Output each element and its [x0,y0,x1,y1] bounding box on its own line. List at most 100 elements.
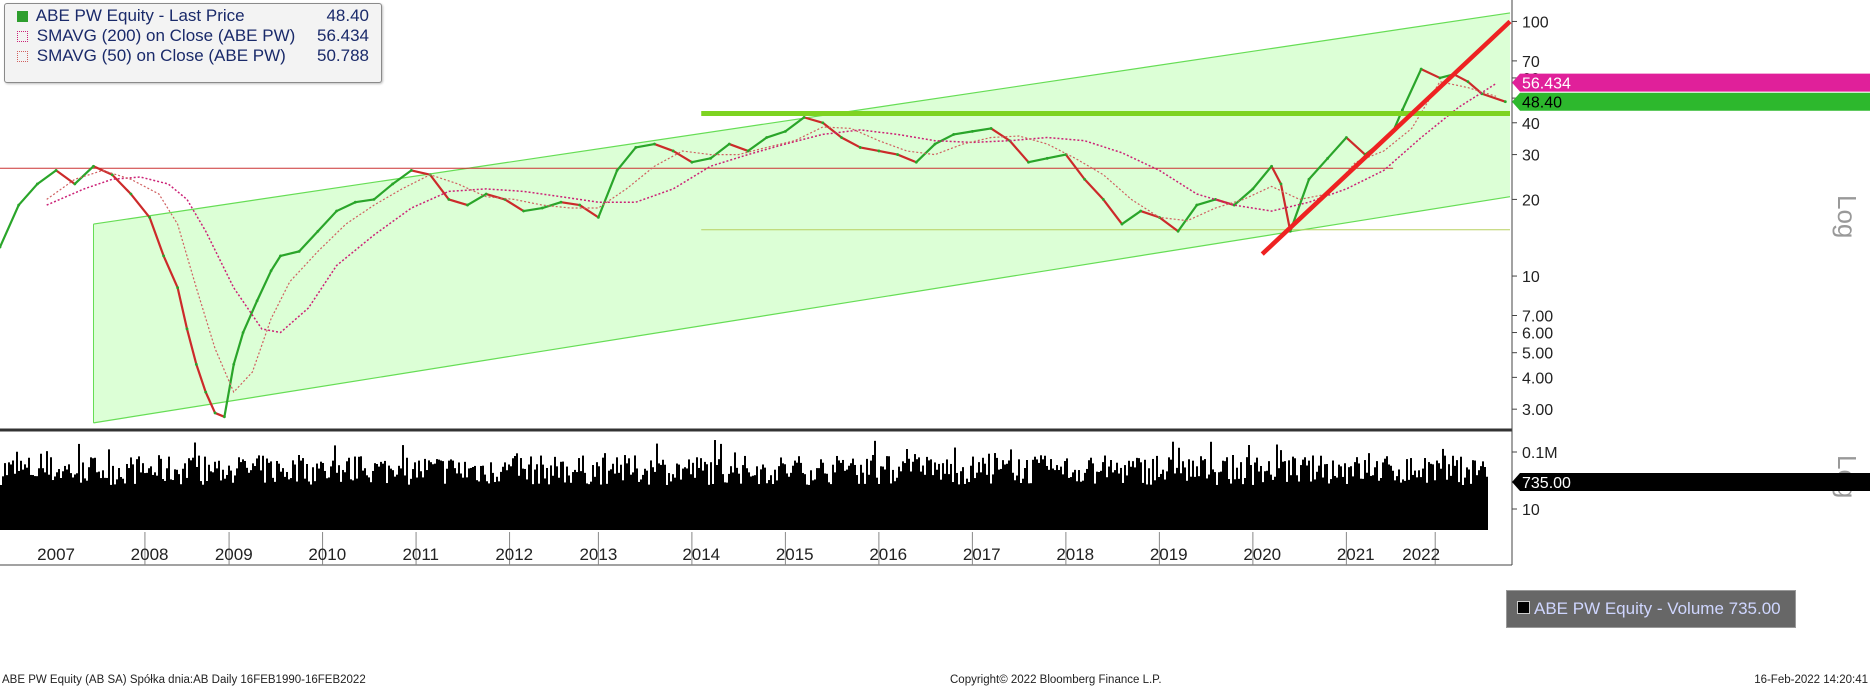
x-tick-label: 2007 [37,545,75,564]
legend-item-sma50[interactable]: SMAVG (50) on Close (ABE PW) 50.788 [17,46,377,66]
sma200-price-tag-text: 56.434 [1522,76,1571,93]
volume-bar [1082,480,1084,530]
volume-bar [594,476,596,530]
volume-bar [944,473,946,530]
x-tick-label: 2018 [1056,545,1094,564]
volume-bar [540,455,542,530]
volume-bar [130,457,132,530]
volume-bar [1296,475,1298,530]
volume-bar [124,483,126,530]
volume-bar [410,478,412,530]
legend-swatch-sma50 [17,51,28,62]
volume-bar [758,484,760,530]
volume-bar [1084,472,1086,530]
volume-bar [1228,479,1230,530]
price-point [194,362,198,366]
volume-bar [126,463,128,530]
volume-bar [1474,460,1476,530]
volume-bar [978,462,980,530]
volume-bar [166,468,168,530]
volume-bar [600,484,602,530]
price-point [162,254,166,258]
volume-bar [152,474,154,530]
volume-bar [106,477,108,530]
volume-bar [966,478,968,530]
volume-bar [806,484,808,530]
legend-item-sma200[interactable]: SMAVG (200) on Close (ABE PW) 56.434 [17,26,377,46]
volume-bar [988,453,990,530]
volume-bar [176,469,178,530]
price-segment [129,192,151,219]
price-segment [213,411,226,418]
volume-bar [942,463,944,530]
volume-bar [726,482,728,530]
volume-bar [538,483,540,530]
volume-bar [1102,462,1104,530]
volume-bar [954,447,956,530]
volume-bar [546,467,548,530]
volume-bar [584,472,586,530]
volume-bar [4,463,6,530]
x-tick-label: 2010 [308,545,346,564]
volume-bar [418,460,420,530]
volume-bar [1266,470,1268,530]
volume-bar [312,467,314,530]
price-segment [17,182,39,207]
legend-item-last-price[interactable]: ABE PW Equity - Last Price 48.40 [17,6,377,26]
volume-bar [648,484,650,530]
volume-tick-label: 0.1M [1522,445,1558,462]
price-segment [541,201,563,210]
volume-bar [898,466,900,530]
volume-bar [1444,455,1446,530]
volume-bar [750,476,752,530]
volume-bar [370,482,372,530]
volume-bar [1412,474,1414,530]
volume-bar [1420,477,1422,530]
volume-bar [1394,480,1396,530]
volume-bar [226,474,228,530]
volume-bar [512,458,514,530]
volume-bar [906,449,908,530]
volume-bar [970,465,972,530]
volume-bar [632,472,634,530]
volume-bar [1470,483,1472,530]
price-segment [1008,139,1030,164]
price-point [1120,222,1124,226]
volume-bar [772,484,774,530]
volume-bar [536,464,538,530]
volume-bar [54,476,56,530]
volume-bar [1340,466,1342,530]
volume-bar [1214,472,1216,530]
volume-bar [504,462,506,530]
volume-bar [784,464,786,530]
volume-bar [626,463,628,530]
volume-bar [774,469,776,530]
price-legend[interactable]: ABE PW Equity - Last Price 48.40 SMAVG (… [4,3,382,83]
volume-bar [1122,482,1124,530]
volume-bar [1066,458,1068,530]
volume-bar [1234,479,1236,530]
volume-bar [860,464,862,530]
volume-bar [290,478,292,530]
volume-bar [528,464,530,530]
price-point [952,133,956,136]
volume-bar [752,475,754,530]
volume-bar [1140,462,1142,530]
volume-bar [1114,470,1116,530]
x-tick-label: 2008 [131,545,169,564]
volume-bar [1050,459,1052,530]
volume-bar [346,461,348,530]
volume-bar [1100,470,1102,530]
volume-bar [430,462,432,530]
volume-bar [1152,458,1154,530]
volume-bar [382,463,384,530]
price-point [1195,203,1199,207]
volume-bar [458,462,460,530]
volume-bar [652,467,654,530]
volume-bar [422,477,424,530]
volume-bar [438,459,440,530]
volume-bar [310,484,312,530]
trend-line[interactable] [1260,19,1512,256]
price-segment [1480,92,1507,103]
volume-legend[interactable]: ABE PW Equity - Volume 735.00 [1506,590,1796,628]
